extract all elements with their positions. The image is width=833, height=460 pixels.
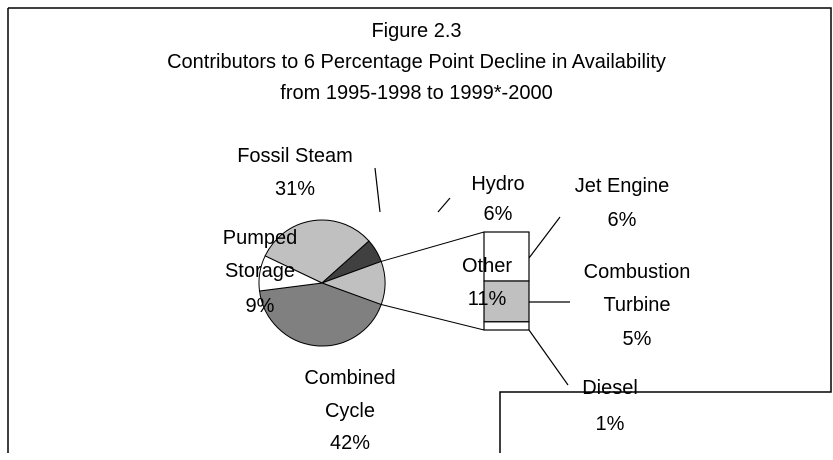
leader-line: [528, 329, 569, 386]
bar-label: Jet Engine: [574, 175, 670, 197]
slice-label: Combined Cycle: [304, 367, 396, 422]
chart-subtitle: Contributors to 6 Percentage Point Decli…: [167, 51, 666, 73]
slice-value: 31%: [274, 178, 316, 200]
bar-value: 5%: [622, 328, 652, 350]
bar-label: Diesel: [582, 377, 638, 399]
bar-segment: [483, 280, 530, 323]
slice-value: 42%: [329, 432, 371, 454]
pie-slice: [258, 255, 324, 292]
slice-label: Pumped Storage: [222, 227, 298, 282]
leader-line: [437, 197, 451, 213]
pie-slice: [264, 219, 370, 284]
bar-value: 1%: [595, 413, 625, 435]
frame: [7, 7, 832, 453]
pie-slice: [258, 282, 382, 347]
chart-title: Figure 2.3: [371, 20, 462, 42]
leader-line: [528, 216, 561, 259]
leader-line: [374, 167, 381, 213]
chart-subtitle: from 1995-1998 to 1999*-2000: [280, 82, 553, 104]
slice-label: Fossil Steam: [237, 145, 353, 167]
bar-value: 6%: [607, 209, 637, 231]
bar-segment: [483, 321, 530, 331]
slice-label: Other: [461, 255, 513, 277]
slice-label: Hydro: [471, 173, 525, 195]
connector: [381, 304, 485, 331]
slice-value: 6%: [483, 203, 513, 225]
slice-value: 11%: [467, 288, 507, 310]
bar-segment: [483, 231, 530, 282]
connector: [381, 231, 485, 262]
slice-value: 9%: [245, 295, 275, 317]
bar-label: Combustion Turbine: [583, 261, 691, 316]
